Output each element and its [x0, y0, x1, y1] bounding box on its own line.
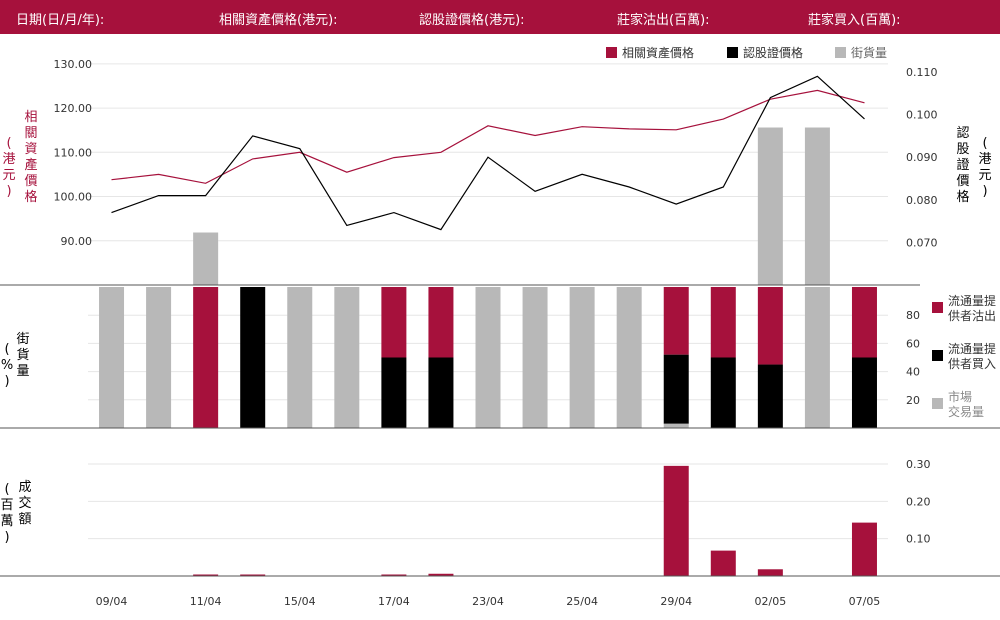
lp-buy-bar: [240, 287, 266, 428]
market-volume-bar: [334, 287, 360, 428]
x-tick-label: 17/04: [378, 595, 410, 608]
price-right-tick: 0.070: [906, 236, 938, 249]
side-legend-lp-buy[interactable]: 流通量提 供者買入: [932, 342, 998, 374]
legend-warrant[interactable]: 認股證價格: [727, 44, 803, 61]
price-right-tick: 0.090: [906, 151, 938, 164]
right-axis-title: 認股證價格: [956, 126, 970, 205]
right-axis-unit: (港元): [978, 136, 992, 199]
lp-buy-bar: [757, 364, 783, 428]
legend-swatch-black: [727, 47, 738, 58]
x-tick-label: 29/04: [660, 595, 692, 608]
header-date-label: 日期(日/月/年):: [16, 13, 105, 28]
mid-axis-unit: (%): [0, 342, 14, 389]
legend-swatch-grey: [835, 47, 846, 58]
header-warrant-label: 認股證價格(港元):: [419, 13, 525, 28]
lp-buy-bar: [663, 354, 689, 424]
market-volume-bar: [522, 287, 548, 428]
left-axis-title: 相關資產價格: [24, 110, 38, 205]
price-right-tick: 0.110: [906, 66, 938, 79]
price-left-tick: 110.00: [54, 146, 93, 159]
legend-swatch-red: [606, 47, 617, 58]
turnover-bar: [710, 550, 736, 576]
lp-buy-bar: [851, 357, 877, 428]
turnover-tick: 0.30: [906, 458, 931, 471]
bottom-axis-unit: (百萬): [0, 482, 14, 545]
mid-axis-title: 街貨量: [16, 332, 30, 379]
warrant-price-line: [111, 75, 865, 231]
header-buy-label: 莊家買入(百萬):: [808, 13, 901, 28]
market-volume-bar: [569, 287, 595, 428]
volume-tick: 80: [906, 309, 920, 322]
x-tick-label: 07/05: [849, 595, 881, 608]
legend-street[interactable]: 街貨量: [835, 44, 887, 61]
street-volume-bar: [804, 127, 830, 285]
market-volume-bar: [475, 287, 501, 428]
volume-tick: 40: [906, 366, 920, 379]
turnover-bar: [851, 522, 877, 576]
lp-sell-bar: [663, 287, 689, 355]
price-left-tick: 130.00: [54, 58, 93, 71]
side-swatch-red: [932, 302, 943, 313]
lp-sell-bar: [851, 287, 877, 358]
x-tick-label: 25/04: [566, 595, 598, 608]
lp-buy-bar: [381, 357, 407, 428]
side-legend-lp-sell[interactable]: 流通量提 供者沽出: [932, 294, 998, 326]
x-tick-label: 23/04: [472, 595, 504, 608]
x-tick-label: 02/05: [755, 595, 787, 608]
market-volume-bar: [99, 287, 125, 428]
left-axis-unit: (港元): [2, 136, 16, 199]
lp-sell-bar: [428, 287, 454, 358]
market-volume-bar: [616, 287, 642, 428]
x-tick-label: 11/04: [190, 595, 222, 608]
side-swatch-grey: [932, 398, 943, 409]
price-left-tick: 120.00: [54, 102, 93, 115]
legend-underlying[interactable]: 相關資產價格: [606, 44, 694, 61]
underlying-price-line: [111, 89, 865, 184]
volume-tick: 60: [906, 337, 920, 350]
side-swatch-black: [932, 350, 943, 361]
turnover-bar: [193, 574, 219, 576]
lp-sell-bar: [381, 287, 407, 358]
header-sell-label: 莊家沽出(百萬):: [617, 13, 710, 28]
market-volume-bar: [287, 287, 313, 428]
market-volume-bar: [146, 287, 172, 428]
header-bar: 日期(日/月/年): 相關資產價格(港元): 認股證價格(港元): 莊家沽出(百…: [0, 0, 1000, 34]
market-volume-bar: [663, 423, 689, 428]
price-right-tick: 0.100: [906, 109, 938, 122]
turnover-bar: [428, 573, 454, 576]
lp-sell-bar: [757, 287, 783, 365]
price-right-tick: 0.080: [906, 194, 938, 207]
lp-sell-bar: [193, 287, 219, 428]
lp-sell-bar: [710, 287, 736, 358]
x-tick-label: 15/04: [284, 595, 316, 608]
turnover-bar: [663, 465, 689, 576]
turnover-bar: [240, 574, 266, 576]
street-volume-bar: [193, 232, 219, 285]
turnover-bar: [381, 574, 407, 576]
price-left-tick: 90.00: [61, 235, 93, 248]
turnover-tick: 0.10: [906, 533, 931, 546]
price-left-tick: 100.00: [54, 191, 93, 204]
side-legend-market[interactable]: 市場 交易量: [932, 390, 998, 422]
x-tick-label: 09/04: [96, 595, 128, 608]
turnover-bar: [757, 569, 783, 576]
volume-tick: 20: [906, 394, 920, 407]
turnover-tick: 0.20: [906, 495, 931, 508]
header-underlying-label: 相關資產價格(港元):: [219, 13, 338, 28]
bottom-axis-title: 成交額: [18, 480, 32, 527]
lp-buy-bar: [428, 357, 454, 428]
street-volume-bar: [757, 127, 783, 285]
lp-buy-bar: [710, 357, 736, 428]
market-volume-bar: [804, 287, 830, 428]
